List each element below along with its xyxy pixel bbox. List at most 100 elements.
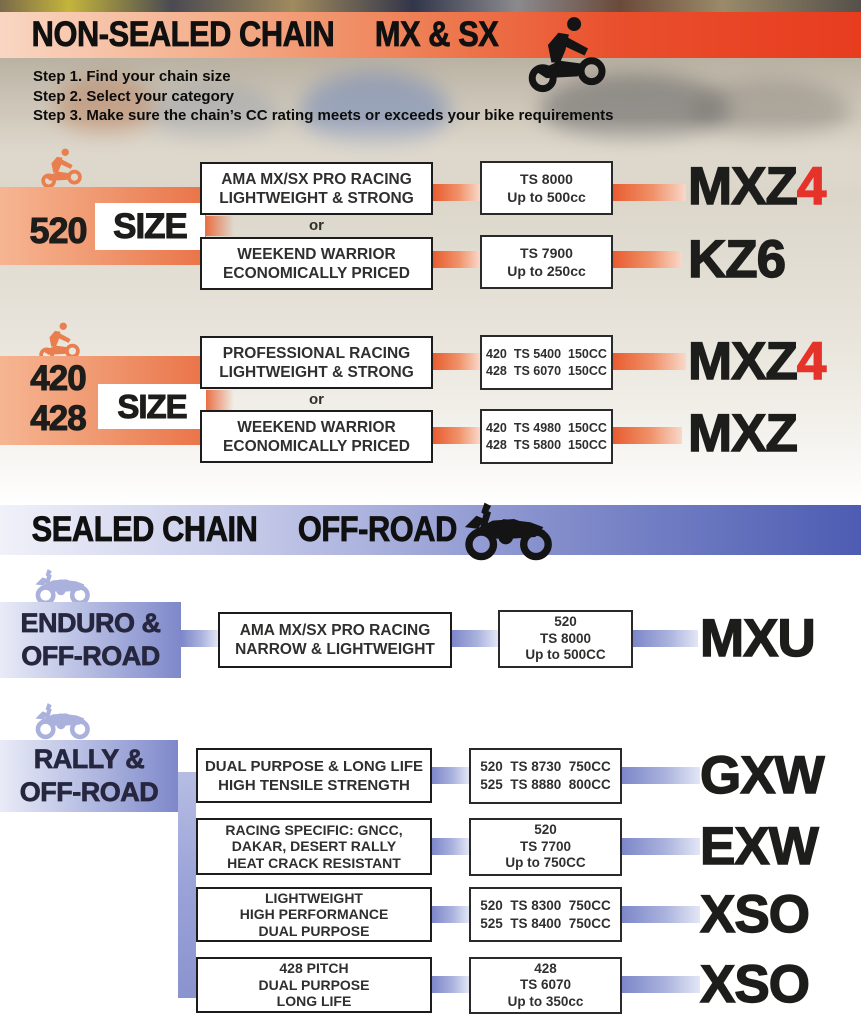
connector — [622, 767, 700, 784]
model-xso: XSO — [699, 887, 810, 941]
spec-line: 525 TS 8400 750CC — [480, 915, 611, 931]
rally-offroad-block: RALLY & OFF-ROAD — [0, 740, 178, 812]
connector — [452, 630, 498, 647]
nonsealed-banner: NON-SEALED CHAIN MX & SX — [0, 12, 861, 58]
connector — [433, 184, 480, 201]
spec-line: 525 TS 8880 800CC — [480, 777, 611, 792]
spec-line: TS 7700 — [519, 838, 572, 854]
model-text: XSO — [699, 885, 810, 944]
category-line: ECONOMICALLY PRICED — [223, 437, 410, 455]
band-tip — [206, 390, 234, 412]
category-line: DUAL PURPOSE — [258, 922, 370, 939]
model-text: GXW — [699, 746, 825, 805]
spec-line: Up to 750CC — [505, 855, 586, 871]
connector — [432, 838, 469, 855]
spec-line: Up to 500CC — [525, 647, 606, 663]
model-xso: XSO — [699, 957, 810, 1011]
category-box-420-pro: PROFESSIONAL RACING LIGHTWEIGHT & STRONG — [200, 336, 433, 389]
step-1: Step 1. Find your chain size — [33, 68, 231, 85]
spec-line: Up to 500cc — [507, 189, 586, 205]
dirt-bike-icon — [460, 489, 558, 567]
spec-line: 520 TS 8730 750CC — [480, 759, 611, 774]
model-exw: EXW — [699, 819, 819, 873]
category-box-exw: RACING SPECIFIC: GNCC, DAKAR, DESERT RAL… — [196, 818, 432, 875]
category-line: AMA MX/SX PRO RACING — [221, 170, 412, 188]
model-accent: 4 — [796, 157, 827, 216]
category-box-520-pro: AMA MX/SX PRO RACING LIGHTWEIGHT & STRON… — [200, 162, 433, 215]
spec-line: 428 TS 5800 150CC — [486, 437, 607, 452]
mx-rider-icon-orange — [34, 144, 90, 190]
model-mxu: MXU — [699, 611, 816, 665]
size-520-size-box: SIZE — [95, 203, 205, 250]
sealed-banner-subtitle: OFF-ROAD — [297, 510, 458, 550]
category-line: WEEKEND WARRIOR — [237, 418, 396, 436]
model-mxz: MXZ — [687, 406, 798, 460]
rally-label: OFF-ROAD — [19, 777, 159, 808]
size-label: SIZE — [113, 206, 189, 246]
category-line: 428 PITCH — [279, 960, 349, 977]
spec-box-420-pro: 420 TS 5400 150CC 428 TS 6070 150CC — [480, 335, 613, 390]
connector — [613, 251, 682, 268]
step-2: Step 2. Select your category — [33, 87, 234, 105]
spec-line: 520 — [534, 822, 557, 838]
enduro-label: OFF-ROAD — [21, 641, 161, 672]
enduro-label: ENDURO & — [20, 608, 161, 639]
spec-box-xso-428: 428 TS 6070 Up to 350cc — [469, 957, 622, 1014]
spec-box-gxw: 520 TS 8730 750CC 525 TS 8880 800CC — [469, 748, 622, 804]
or-label: or — [309, 217, 324, 234]
category-line: HIGH PERFORMANCE — [239, 906, 389, 923]
size-520-number: 520 — [29, 210, 88, 251]
sealed-banner-title: SEALED CHAIN — [31, 510, 258, 550]
connector — [433, 427, 480, 444]
or-label: or — [309, 391, 324, 408]
category-line: NARROW & LIGHTWEIGHT — [235, 641, 435, 658]
vertical-connector — [178, 772, 196, 998]
connector — [432, 976, 469, 993]
category-line: AMA MX/SX PRO RACING — [239, 622, 431, 639]
enduro-offroad-block: ENDURO & OFF-ROAD — [0, 602, 181, 678]
connector — [432, 906, 469, 923]
spec-box-xso-520: 520 TS 8300 750CC 525 TS 8400 750CC — [469, 887, 622, 942]
model-mxz4: MXZ4 — [687, 159, 827, 213]
category-line: LIGHTWEIGHT & STRONG — [219, 363, 414, 381]
connector — [613, 353, 686, 370]
spec-line: TS 6070 — [519, 977, 572, 993]
spec-line: Up to 250cc — [507, 263, 586, 279]
spec-box-ts7900: TS 7900 Up to 250cc — [480, 235, 613, 289]
size-428-number: 428 — [30, 399, 87, 439]
category-line: DAKAR, DESERT RALLY — [231, 838, 397, 855]
model-gxw: GXW — [699, 748, 825, 802]
category-box-gxw: DUAL PURPOSE & LONG LIFE HIGH TENSILE ST… — [196, 748, 432, 803]
model-kz6: KZ6 — [687, 232, 787, 286]
connector — [181, 630, 218, 647]
rally-label: RALLY & — [33, 744, 145, 775]
size-label: SIZE — [117, 387, 188, 425]
spec-line: 420 TS 4980 150CC — [486, 420, 607, 435]
category-line: RACING SPECIFIC: GNCC, — [225, 821, 403, 838]
spec-line: Up to 350cc — [507, 993, 584, 1009]
connector — [622, 906, 700, 923]
spec-line: 428 TS 6070 150CC — [486, 363, 607, 378]
sealed-banner: SEALED CHAIN OFF-ROAD — [0, 505, 861, 555]
category-line: LIGHTWEIGHT — [265, 889, 363, 906]
model-text: KZ6 — [687, 230, 787, 289]
connector — [622, 976, 700, 993]
spec-line: 520 TS 8300 750CC — [480, 897, 611, 913]
spec-line: 520 — [554, 614, 577, 630]
nonsealed-banner-subtitle: MX & SX — [374, 15, 499, 55]
category-box-420-weekend: WEEKEND WARRIOR ECONOMICALLY PRICED — [200, 410, 433, 463]
category-line: HIGH TENSILE STRENGTH — [218, 776, 410, 794]
instructions: Step 1. Find your chain size Step 2. Sel… — [33, 67, 833, 126]
category-box-enduro: AMA MX/SX PRO RACING NARROW & LIGHTWEIGH… — [218, 612, 452, 668]
connector — [433, 251, 480, 268]
size-420-size-box: SIZE — [98, 384, 206, 429]
model-text: XSO — [699, 955, 810, 1014]
category-line: ECONOMICALLY PRICED — [223, 264, 410, 282]
model-text: MXU — [699, 609, 816, 668]
spec-box-ts8000: TS 8000 Up to 500cc — [480, 161, 613, 215]
connector — [433, 353, 480, 370]
connector — [432, 767, 469, 784]
category-line: DUAL PURPOSE & LONG LIFE — [204, 757, 424, 775]
category-line: LIGHTWEIGHT & STRONG — [219, 189, 414, 207]
